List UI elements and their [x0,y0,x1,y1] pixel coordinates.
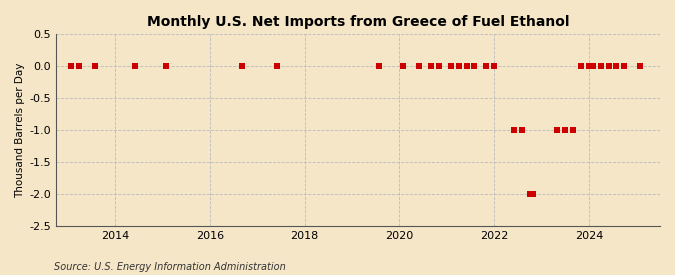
Point [528,192,539,196]
Point [374,64,385,68]
Point [461,64,472,68]
Point [634,64,645,68]
Point [551,128,562,132]
Point [587,64,598,68]
Text: Source: U.S. Energy Information Administration: Source: U.S. Energy Information Administ… [54,262,286,272]
Point [481,64,491,68]
Point [583,64,594,68]
Point [576,64,587,68]
Point [236,64,247,68]
Point [66,64,77,68]
Point [568,128,578,132]
Point [453,64,464,68]
Point [469,64,480,68]
Point [433,64,444,68]
Point [611,64,622,68]
Title: Monthly U.S. Net Imports from Greece of Fuel Ethanol: Monthly U.S. Net Imports from Greece of … [146,15,569,29]
Point [161,64,171,68]
Point [560,128,570,132]
Point [445,64,456,68]
Point [509,128,520,132]
Point [74,64,85,68]
Point [414,64,425,68]
Point [489,64,500,68]
Point [398,64,408,68]
Point [619,64,630,68]
Point [426,64,437,68]
Point [603,64,614,68]
Point [516,128,527,132]
Point [90,64,101,68]
Point [595,64,606,68]
Point [524,192,535,196]
Y-axis label: Thousand Barrels per Day: Thousand Barrels per Day [15,62,25,198]
Point [130,64,140,68]
Point [272,64,283,68]
